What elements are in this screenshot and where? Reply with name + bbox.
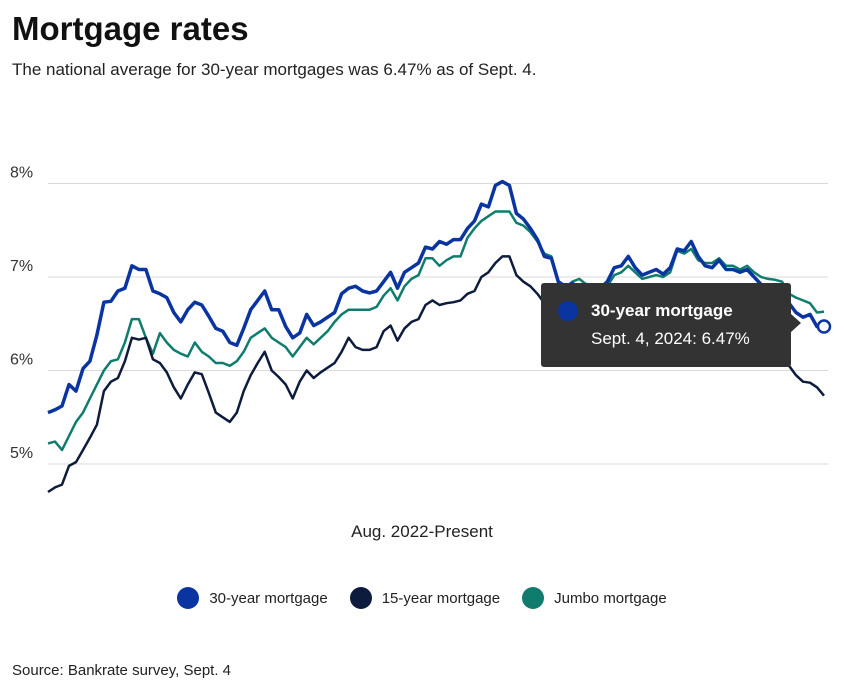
y-axis-ticks: 5% 6% 7% 8% [10, 165, 33, 463]
x-axis-label: Aug. 2022-Present [351, 522, 493, 541]
y-tick-label: 7% [10, 258, 33, 275]
legend-dot-icon [177, 587, 200, 609]
legend-dot-icon [349, 587, 372, 609]
legend-dot-icon [522, 587, 545, 609]
grid-lines [48, 183, 828, 465]
y-tick-label: 8% [10, 165, 33, 182]
chart-title: Mortgage rates [12, 10, 249, 47]
hover-point-marker[interactable] [816, 319, 832, 334]
legend-item-jumbo[interactable]: Jumbo mortgage [522, 587, 667, 609]
y-tick-label: 6% [10, 352, 33, 369]
line-chart: 5% 6% 7% 8% [10, 165, 832, 494]
legend-label: 30-year mortgage [209, 589, 328, 607]
legend-label: Jumbo mortgage [554, 589, 667, 607]
series-endpoint [816, 319, 832, 334]
legend: 30-year mortgage 15-year mortgage Jumbo … [0, 587, 844, 609]
legend-item-30-year[interactable]: 30-year mortgage [177, 587, 328, 609]
chart-subtitle: The national average for 30-year mortgag… [12, 60, 537, 79]
series-line-jumbo-mortgage[interactable] [47, 210, 825, 452]
legend-label: 15-year mortgage [381, 589, 501, 607]
legend-item-15-year[interactable]: 15-year mortgage [349, 587, 501, 609]
tooltip-dot-icon [558, 301, 578, 321]
series-line-30-year-mortgage[interactable] [47, 179, 824, 415]
chart-tooltip: 30-year mortgage Sept. 4, 2024: 6.47% [541, 283, 791, 367]
tooltip-value: Sept. 4, 2024: 6.47% [591, 329, 750, 348]
source-note: Source: Bankrate survey, Sept. 4 [12, 662, 232, 679]
tooltip-arrow [791, 314, 801, 332]
y-tick-label: 5% [10, 445, 33, 462]
tooltip-series-name: 30-year mortgage [591, 301, 733, 320]
